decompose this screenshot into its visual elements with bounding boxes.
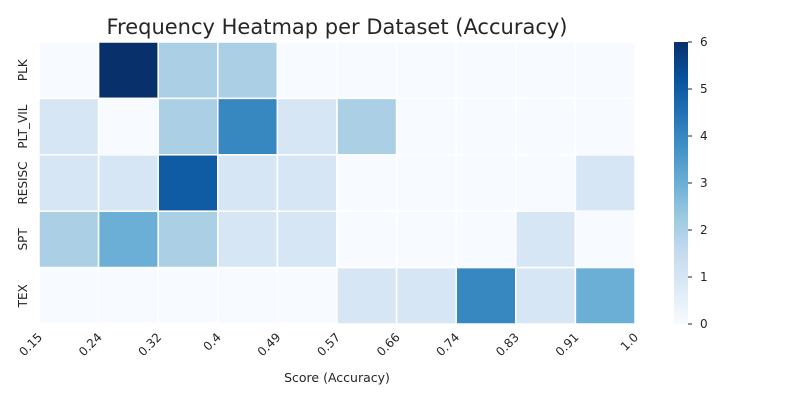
heatmap-cells bbox=[38, 41, 636, 325]
y-tick-label: SPT bbox=[16, 228, 30, 251]
heatmap-cell bbox=[574, 210, 636, 269]
heatmap-cell bbox=[217, 266, 279, 325]
heatmap-cell bbox=[276, 41, 338, 100]
heatmap-cell bbox=[217, 210, 279, 269]
colorbar-tick-label: 2 bbox=[700, 223, 708, 237]
chart-title: Frequency Heatmap per Dataset (Accuracy) bbox=[106, 15, 567, 39]
heatmap-cell bbox=[38, 97, 100, 156]
heatmap-cell bbox=[38, 266, 100, 325]
heatmap-cell bbox=[336, 266, 398, 325]
heatmap-cell bbox=[276, 266, 338, 325]
heatmap-cell bbox=[157, 154, 219, 212]
heatmap-cell bbox=[97, 97, 159, 156]
colorbar-tick-label: 1 bbox=[700, 270, 708, 284]
heatmap-cell bbox=[455, 97, 517, 156]
x-tick-label: 0.66 bbox=[374, 330, 403, 359]
colorbar-tick-label: 4 bbox=[700, 129, 708, 143]
heatmap-cell bbox=[574, 41, 636, 100]
heatmap-cell bbox=[395, 266, 457, 325]
x-tick-label: 0.57 bbox=[314, 330, 343, 359]
heatmap-cell bbox=[276, 154, 338, 212]
x-tick-label: 0.15 bbox=[16, 330, 45, 359]
heatmap-cell bbox=[157, 97, 219, 156]
colorbar-tick-label: 0 bbox=[700, 317, 708, 331]
heatmap-cell bbox=[574, 97, 636, 156]
heatmap-cell bbox=[217, 97, 279, 156]
heatmap-cell bbox=[336, 97, 398, 156]
colorbar-tick-label: 6 bbox=[700, 35, 708, 49]
heatmap-cell bbox=[97, 210, 159, 269]
heatmap-cell bbox=[276, 97, 338, 156]
heatmap-cell bbox=[276, 210, 338, 269]
heatmap-cell bbox=[455, 154, 517, 212]
heatmap-cell bbox=[217, 41, 279, 100]
heatmap-cell bbox=[157, 41, 219, 100]
heatmap-cell bbox=[217, 154, 279, 212]
heatmap-cell bbox=[515, 154, 577, 212]
y-axis-ticks: PLK PLT_VIL RESISC SPT TEX bbox=[16, 58, 30, 308]
heatmap-cell bbox=[395, 97, 457, 156]
x-tick-label: 1.0 bbox=[618, 330, 641, 353]
heatmap-cell bbox=[157, 210, 219, 269]
heatmap-cell bbox=[336, 154, 398, 212]
heatmap-cell bbox=[395, 41, 457, 100]
heatmap-cell bbox=[574, 266, 636, 325]
heatmap-cell bbox=[395, 210, 457, 269]
heatmap-cell bbox=[515, 97, 577, 156]
heatmap-cell bbox=[515, 41, 577, 100]
heatmap-cell bbox=[395, 154, 457, 212]
x-tick-label: 0.32 bbox=[136, 330, 165, 359]
heatmap-cell bbox=[455, 210, 517, 269]
x-tick-label: 0.74 bbox=[434, 330, 463, 359]
colorbar: 0 1 2 3 4 5 6 bbox=[674, 35, 708, 331]
x-tick-label: 0.4 bbox=[201, 330, 224, 353]
heatmap-cell bbox=[97, 266, 159, 325]
heatmap-cell bbox=[38, 210, 100, 269]
x-tick-label: 0.49 bbox=[255, 330, 284, 359]
heatmap-cell bbox=[97, 41, 159, 100]
heatmap-cell bbox=[574, 154, 636, 212]
colorbar-gradient bbox=[674, 42, 688, 324]
y-tick-label: TEX bbox=[16, 284, 30, 308]
x-axis-label: Score (Accuracy) bbox=[284, 370, 390, 385]
x-axis-ticks: 0.15 0.24 0.32 0.4 0.49 0.57 0.66 0.74 0.83 0.91 1… bbox=[16, 330, 641, 359]
y-tick-label: PLK bbox=[16, 58, 30, 81]
heatmap-cell bbox=[38, 154, 100, 212]
heatmap-cell bbox=[455, 41, 517, 100]
y-tick-label: RESISC bbox=[16, 161, 30, 204]
heatmap-cell bbox=[515, 266, 577, 325]
x-tick-label: 0.83 bbox=[493, 330, 522, 359]
heatmap-cell bbox=[336, 41, 398, 100]
heatmap-cell bbox=[97, 154, 159, 212]
y-tick-label: PLT_VIL bbox=[16, 104, 30, 148]
heatmap-cell bbox=[157, 266, 219, 325]
colorbar-tick-label: 5 bbox=[700, 82, 708, 96]
colorbar-tick-label: 3 bbox=[700, 176, 708, 190]
heatmap-cell bbox=[455, 266, 517, 325]
x-tick-label: 0.24 bbox=[76, 330, 105, 359]
heatmap-cell bbox=[336, 210, 398, 269]
x-tick-label: 0.91 bbox=[553, 330, 582, 359]
heatmap-cell bbox=[38, 41, 100, 100]
heatmap-cell bbox=[515, 210, 577, 269]
